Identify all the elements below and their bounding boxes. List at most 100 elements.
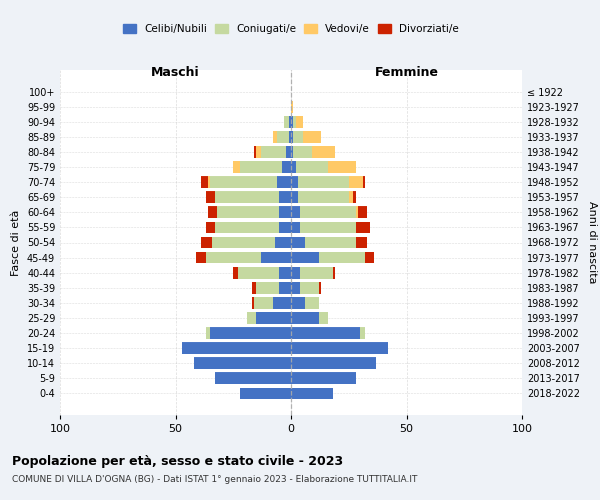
Bar — [194, 358, 291, 369]
Bar — [298, 176, 349, 188]
Bar — [349, 176, 362, 188]
Bar — [291, 327, 360, 339]
Bar — [356, 206, 358, 218]
Bar — [254, 297, 272, 309]
Bar — [300, 222, 356, 234]
Bar — [353, 192, 356, 203]
Bar — [252, 297, 254, 309]
Bar — [362, 176, 365, 188]
Bar — [210, 327, 291, 339]
Bar — [305, 297, 319, 309]
Bar — [182, 342, 291, 354]
Bar — [293, 131, 302, 142]
Bar — [261, 146, 286, 158]
Bar — [291, 101, 293, 112]
Bar — [349, 192, 353, 203]
Bar — [291, 342, 388, 354]
Y-axis label: Anni di nascita: Anni di nascita — [587, 201, 596, 284]
Bar — [206, 222, 215, 234]
Bar — [206, 327, 210, 339]
Bar — [208, 206, 217, 218]
Bar — [293, 116, 296, 128]
Bar — [305, 236, 356, 248]
Bar — [356, 236, 367, 248]
Bar — [300, 206, 356, 218]
Bar — [208, 176, 210, 188]
Legend: Celibi/Nubili, Coniugati/e, Vedovi/e, Divorziati/e: Celibi/Nubili, Coniugati/e, Vedovi/e, Di… — [119, 20, 463, 38]
Bar — [291, 131, 293, 142]
Bar — [296, 161, 328, 173]
Text: Femmine: Femmine — [374, 66, 439, 80]
Bar — [291, 222, 300, 234]
Bar — [201, 236, 212, 248]
Bar — [291, 192, 298, 203]
Text: Maschi: Maschi — [151, 66, 200, 80]
Bar — [291, 252, 319, 264]
Bar — [275, 236, 291, 248]
Bar — [291, 282, 300, 294]
Bar — [238, 267, 280, 278]
Bar — [328, 161, 356, 173]
Bar — [332, 267, 335, 278]
Bar — [280, 222, 291, 234]
Bar — [280, 282, 291, 294]
Bar — [291, 206, 300, 218]
Bar — [291, 176, 298, 188]
Bar — [215, 192, 280, 203]
Text: Popolazione per età, sesso e stato civile - 2023: Popolazione per età, sesso e stato civil… — [12, 455, 343, 468]
Bar — [291, 297, 305, 309]
Bar — [356, 222, 370, 234]
Bar — [291, 372, 356, 384]
Bar — [289, 131, 291, 142]
Bar — [300, 282, 319, 294]
Bar — [312, 146, 335, 158]
Bar — [291, 267, 300, 278]
Bar — [319, 282, 321, 294]
Bar — [280, 267, 291, 278]
Bar — [215, 222, 280, 234]
Bar — [302, 131, 321, 142]
Bar — [247, 312, 256, 324]
Bar — [280, 192, 291, 203]
Bar — [280, 206, 291, 218]
Bar — [210, 176, 277, 188]
Bar — [240, 388, 291, 400]
Bar — [291, 358, 376, 369]
Bar — [206, 192, 215, 203]
Bar — [201, 176, 208, 188]
Bar — [233, 267, 238, 278]
Bar — [256, 146, 261, 158]
Bar — [252, 282, 256, 294]
Bar — [365, 252, 374, 264]
Bar — [291, 236, 305, 248]
Bar — [240, 161, 282, 173]
Bar — [196, 252, 206, 264]
Bar — [289, 116, 291, 128]
Bar — [360, 327, 365, 339]
Bar — [272, 131, 277, 142]
Bar — [215, 372, 291, 384]
Bar — [296, 116, 302, 128]
Bar — [277, 131, 289, 142]
Bar — [272, 297, 291, 309]
Bar — [319, 252, 365, 264]
Bar — [298, 192, 349, 203]
Bar — [291, 161, 296, 173]
Bar — [261, 252, 291, 264]
Bar — [233, 161, 240, 173]
Bar — [206, 252, 261, 264]
Bar — [291, 116, 293, 128]
Bar — [300, 267, 332, 278]
Bar — [319, 312, 328, 324]
Bar — [256, 312, 291, 324]
Bar — [284, 116, 289, 128]
Y-axis label: Fasce di età: Fasce di età — [11, 210, 21, 276]
Bar — [217, 206, 280, 218]
Bar — [293, 146, 312, 158]
Bar — [291, 312, 319, 324]
Bar — [277, 176, 291, 188]
Bar — [254, 146, 256, 158]
Bar — [282, 161, 291, 173]
Bar — [256, 282, 280, 294]
Bar — [291, 146, 293, 158]
